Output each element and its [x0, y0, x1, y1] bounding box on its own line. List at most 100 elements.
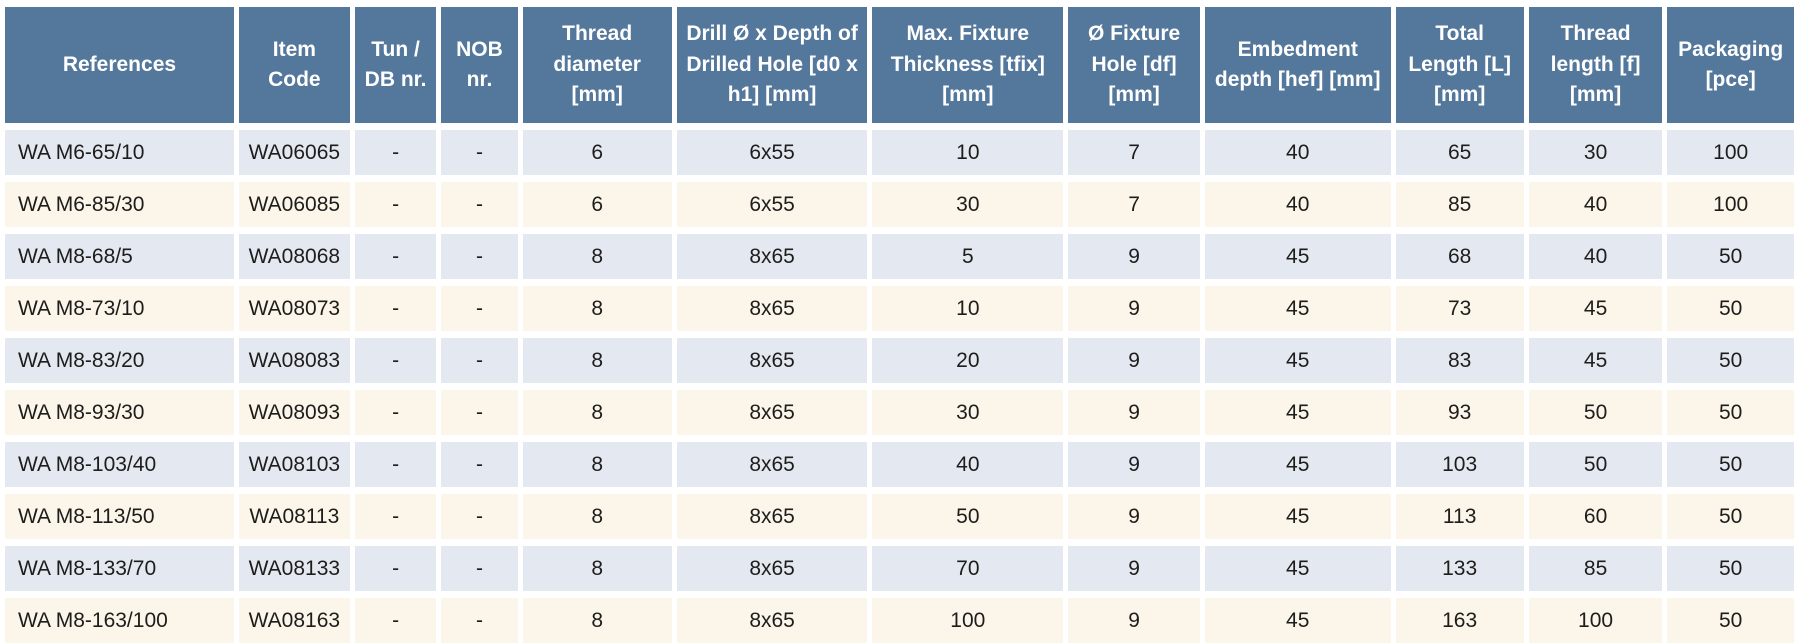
- cell-max-fixture-thickness: 30: [872, 182, 1064, 227]
- cell-thread-diameter: 8: [522, 286, 672, 331]
- cell-thread-length: 40: [1528, 234, 1663, 279]
- cell-thread-length: 100: [1528, 598, 1663, 643]
- cell-max-fixture-thickness: 50: [872, 494, 1064, 539]
- cell-packaging: 50: [1667, 286, 1794, 331]
- cell-item-code: WA08083: [238, 338, 350, 383]
- cell-fixture-hole-diameter: 9: [1068, 286, 1200, 331]
- cell-embedment-depth: 45: [1204, 494, 1391, 539]
- cell-nob-nr: -: [441, 286, 518, 331]
- cell-fixture-hole-diameter: 7: [1068, 130, 1200, 175]
- cell-embedment-depth: 45: [1204, 338, 1391, 383]
- table-row: WA M8-93/30 WA08093- -8 8x65 30 9 45 93 50 50: [5, 390, 1794, 435]
- cell-tun-db-nr: -: [354, 390, 437, 435]
- cell-item-code: WA08073: [238, 286, 350, 331]
- cell-packaging: 50: [1667, 546, 1794, 591]
- column-header-tun-db-nr: Tun / DB nr.: [354, 7, 437, 123]
- cell-thread-length: 85: [1528, 546, 1663, 591]
- cell-tun-db-nr: -: [354, 182, 437, 227]
- cell-thread-diameter: 8: [522, 390, 672, 435]
- cell-drill-depth: 8x65: [676, 442, 868, 487]
- cell-nob-nr: -: [441, 494, 518, 539]
- cell-drill-depth: 6x55: [676, 130, 868, 175]
- cell-drill-depth: 8x65: [676, 598, 868, 643]
- cell-embedment-depth: 45: [1204, 546, 1391, 591]
- cell-nob-nr: -: [441, 182, 518, 227]
- column-header-max-fixture-thickness: Max. Fixture Thickness [tfix] [mm]: [872, 7, 1064, 123]
- cell-drill-depth: 8x65: [676, 286, 868, 331]
- cell-references: WA M6-85/30: [5, 182, 234, 227]
- cell-references: WA M6-65/10: [5, 130, 234, 175]
- cell-thread-length: 45: [1528, 286, 1663, 331]
- cell-item-code: WA06065: [238, 130, 350, 175]
- cell-fixture-hole-diameter: 9: [1068, 390, 1200, 435]
- table-row: WA M6-65/10 WA06065- -6 6x55 10 7 40 65 30 100: [5, 130, 1794, 175]
- cell-embedment-depth: 40: [1204, 130, 1391, 175]
- cell-packaging: 50: [1667, 494, 1794, 539]
- table-row: WA M6-85/30 WA06085- -6 6x55 30 7 40 85 40 100: [5, 182, 1794, 227]
- table-row: WA M8-68/5 WA08068- -8 8x65 5 9 45 68 40 50: [5, 234, 1794, 279]
- cell-total-length: 133: [1395, 546, 1524, 591]
- cell-nob-nr: -: [441, 598, 518, 643]
- cell-fixture-hole-diameter: 9: [1068, 598, 1200, 643]
- cell-references: WA M8-93/30: [5, 390, 234, 435]
- cell-max-fixture-thickness: 30: [872, 390, 1064, 435]
- cell-fixture-hole-diameter: 9: [1068, 338, 1200, 383]
- cell-packaging: 50: [1667, 442, 1794, 487]
- cell-total-length: 93: [1395, 390, 1524, 435]
- cell-nob-nr: -: [441, 390, 518, 435]
- cell-embedment-depth: 45: [1204, 390, 1391, 435]
- cell-drill-depth: 8x65: [676, 390, 868, 435]
- cell-embedment-depth: 45: [1204, 234, 1391, 279]
- cell-fixture-hole-diameter: 9: [1068, 546, 1200, 591]
- cell-thread-diameter: 8: [522, 494, 672, 539]
- cell-embedment-depth: 40: [1204, 182, 1391, 227]
- cell-nob-nr: -: [441, 234, 518, 279]
- table-row: WA M8-83/20 WA08083- -8 8x65 20 9 45 83 45 50: [5, 338, 1794, 383]
- cell-packaging: 50: [1667, 598, 1794, 643]
- cell-drill-depth: 6x55: [676, 182, 868, 227]
- cell-fixture-hole-diameter: 9: [1068, 442, 1200, 487]
- cell-packaging: 50: [1667, 234, 1794, 279]
- cell-nob-nr: -: [441, 338, 518, 383]
- cell-thread-diameter: 8: [522, 546, 672, 591]
- cell-thread-length: 45: [1528, 338, 1663, 383]
- cell-total-length: 85: [1395, 182, 1524, 227]
- cell-thread-length: 40: [1528, 182, 1663, 227]
- cell-tun-db-nr: -: [354, 598, 437, 643]
- cell-item-code: WA08133: [238, 546, 350, 591]
- cell-item-code: WA08068: [238, 234, 350, 279]
- cell-tun-db-nr: -: [354, 338, 437, 383]
- cell-thread-length: 30: [1528, 130, 1663, 175]
- cell-nob-nr: -: [441, 546, 518, 591]
- cell-tun-db-nr: -: [354, 130, 437, 175]
- cell-max-fixture-thickness: 10: [872, 130, 1064, 175]
- cell-total-length: 113: [1395, 494, 1524, 539]
- cell-item-code: WA08093: [238, 390, 350, 435]
- cell-thread-diameter: 6: [522, 130, 672, 175]
- cell-thread-length: 60: [1528, 494, 1663, 539]
- cell-tun-db-nr: -: [354, 442, 437, 487]
- cell-max-fixture-thickness: 10: [872, 286, 1064, 331]
- cell-tun-db-nr: -: [354, 286, 437, 331]
- column-header-packaging: Packaging [pce]: [1667, 7, 1794, 123]
- cell-embedment-depth: 45: [1204, 286, 1391, 331]
- cell-drill-depth: 8x65: [676, 234, 868, 279]
- cell-total-length: 73: [1395, 286, 1524, 331]
- cell-max-fixture-thickness: 100: [872, 598, 1064, 643]
- cell-nob-nr: -: [441, 130, 518, 175]
- cell-references: WA M8-113/50: [5, 494, 234, 539]
- table-row: WA M8-103/40 WA08103- -8 8x65 40 9 45 103 50 50: [5, 442, 1794, 487]
- cell-max-fixture-thickness: 40: [872, 442, 1064, 487]
- cell-fixture-hole-diameter: 9: [1068, 494, 1200, 539]
- cell-references: WA M8-83/20: [5, 338, 234, 383]
- cell-nob-nr: -: [441, 442, 518, 487]
- cell-thread-diameter: 8: [522, 234, 672, 279]
- cell-fixture-hole-diameter: 7: [1068, 182, 1200, 227]
- column-header-nob-nr: NOB nr.: [441, 7, 518, 123]
- cell-references: WA M8-133/70: [5, 546, 234, 591]
- table-row: WA M8-73/10 WA08073- -8 8x65 10 9 45 73 45 50: [5, 286, 1794, 331]
- cell-thread-diameter: 8: [522, 338, 672, 383]
- column-header-thread-diameter: Thread diameter [mm]: [522, 7, 672, 123]
- cell-total-length: 65: [1395, 130, 1524, 175]
- column-header-thread-length: Thread length [f] [mm]: [1528, 7, 1663, 123]
